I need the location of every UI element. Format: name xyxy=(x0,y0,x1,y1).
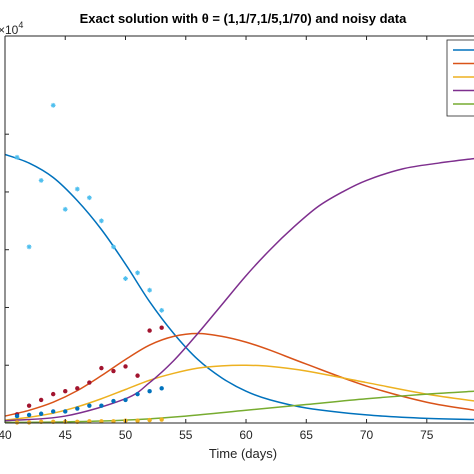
dot-point xyxy=(87,380,92,385)
dot-point xyxy=(87,403,92,408)
star-point xyxy=(147,287,153,293)
x-tick-label: 60 xyxy=(239,428,253,442)
dot-point xyxy=(99,419,104,424)
series-line-2 xyxy=(4,332,474,417)
dot-point xyxy=(14,413,20,419)
chart-title: Exact solution with θ = (1,1/7,1/5,1/70)… xyxy=(80,11,407,26)
dot-point xyxy=(38,411,44,416)
star-stroke xyxy=(135,270,140,275)
dot-point xyxy=(75,386,80,391)
series-line-5 xyxy=(4,390,474,424)
y-multiplier: ×104 xyxy=(0,20,23,37)
dot-point xyxy=(26,412,32,418)
data-points xyxy=(14,102,165,425)
star-stroke xyxy=(87,195,92,200)
dot-point xyxy=(26,420,32,425)
x-tick-label: 45 xyxy=(59,428,73,442)
star-stroke xyxy=(159,308,164,313)
x-axis-label: Time (days) xyxy=(209,446,277,461)
x-tick-label: 50 xyxy=(119,428,133,442)
star-point xyxy=(26,244,32,250)
dot-point xyxy=(75,406,80,411)
dot-point xyxy=(63,389,68,394)
star-stroke xyxy=(75,186,80,192)
dot-point xyxy=(147,328,152,333)
star-point xyxy=(86,195,92,201)
plot-frame xyxy=(5,36,474,423)
dot-point xyxy=(99,403,104,408)
axes: 40 45 50 55 60 65 70 75 xyxy=(0,35,474,442)
dot-point xyxy=(159,386,164,391)
star-stroke xyxy=(123,276,128,281)
y-multiplier-label: ×104 xyxy=(0,20,23,37)
x-tick-label: 55 xyxy=(179,428,193,442)
star-point xyxy=(50,102,56,108)
star-point xyxy=(111,244,116,250)
dot-point xyxy=(26,403,32,408)
legend xyxy=(446,39,474,117)
dot-point xyxy=(111,368,116,374)
star-stroke xyxy=(99,218,104,223)
x-tick-label: 75 xyxy=(420,428,434,442)
x-tick-label: 40 xyxy=(0,428,12,442)
y-multiplier-exponent: 4 xyxy=(18,20,23,30)
dot-point xyxy=(14,420,20,425)
dot-point xyxy=(135,373,140,378)
dot-point xyxy=(147,389,152,394)
star-stroke xyxy=(147,288,152,293)
dot-point xyxy=(147,417,152,423)
dot-point xyxy=(159,325,164,330)
title: Exact solution with θ = (1,1/7,1/5,1/70)… xyxy=(80,11,407,26)
dot-point xyxy=(135,391,140,397)
y-multiplier-base: ×10 xyxy=(0,23,19,37)
dot-point xyxy=(51,409,56,414)
dot-point xyxy=(38,397,44,403)
star-stroke xyxy=(111,244,116,249)
x-tick-label: 70 xyxy=(360,428,374,442)
star-stroke xyxy=(39,178,44,183)
plot-area xyxy=(5,36,474,423)
star-point xyxy=(38,178,44,183)
dot-point xyxy=(123,364,128,369)
star-point xyxy=(123,276,128,281)
star-point xyxy=(14,154,20,160)
series-line-4 xyxy=(4,157,474,422)
star-stroke xyxy=(27,244,32,249)
star-stroke xyxy=(63,207,68,212)
star-stroke xyxy=(51,103,56,108)
star-point xyxy=(99,218,104,224)
star-stroke xyxy=(14,155,20,160)
x-tick-label: 65 xyxy=(300,428,314,442)
dot-point xyxy=(99,365,104,371)
star-point xyxy=(135,270,140,276)
dot-point xyxy=(87,419,92,424)
dot-point xyxy=(51,391,56,397)
star-point xyxy=(159,307,165,313)
star-point xyxy=(74,186,80,192)
dot-point xyxy=(135,418,140,423)
star-point xyxy=(62,206,68,212)
dot-point xyxy=(159,417,164,422)
dot-point xyxy=(123,397,128,403)
dot-point xyxy=(111,398,116,404)
dot-point xyxy=(63,409,68,414)
dot-point xyxy=(111,419,116,424)
